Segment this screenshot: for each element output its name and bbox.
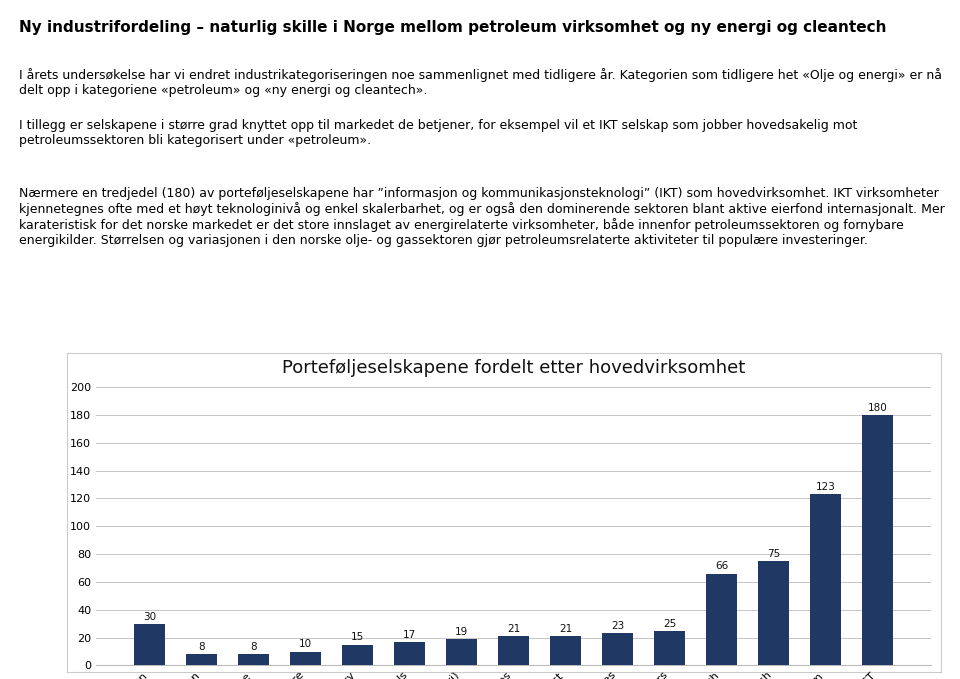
Text: 17: 17: [403, 629, 417, 640]
Text: 25: 25: [663, 619, 676, 629]
Bar: [862, 415, 893, 665]
Text: 21: 21: [507, 624, 520, 634]
Bar: [810, 494, 841, 665]
Text: 75: 75: [767, 549, 780, 559]
Bar: [602, 634, 634, 665]
Bar: [342, 644, 373, 665]
Text: I årets undersøkelse har vi endret industrikategoriseringen noe sammenlignet med: I årets undersøkelse har vi endret indus…: [19, 68, 942, 97]
Text: 21: 21: [559, 624, 572, 634]
Bar: [758, 561, 789, 665]
Text: 19: 19: [455, 627, 468, 637]
Bar: [498, 636, 529, 665]
Bar: [654, 631, 685, 665]
Bar: [290, 652, 322, 665]
Text: Ny industrifordeling – naturlig skille i Norge mellom petroleum virksomhet og ny: Ny industrifordeling – naturlig skille i…: [19, 20, 887, 35]
Text: Nærmere en tredjedel (180) av porteføljeselskapene har ”informasjon og kommunika: Nærmere en tredjedel (180) av portefølje…: [19, 187, 945, 247]
Text: 10: 10: [299, 640, 312, 649]
Bar: [238, 655, 269, 665]
Bar: [134, 623, 165, 665]
Text: 180: 180: [868, 403, 887, 413]
Text: 23: 23: [611, 621, 624, 631]
Bar: [706, 574, 737, 665]
Text: 66: 66: [715, 562, 729, 572]
Text: I tillegg er selskapene i større grad knyttet opp til markedet de betjener, for : I tillegg er selskapene i større grad kn…: [19, 119, 857, 147]
Bar: [446, 639, 477, 665]
Bar: [394, 642, 425, 665]
Title: Porteføljeselskapene fordelt etter hovedvirksomhet: Porteføljeselskapene fordelt etter hoved…: [282, 359, 745, 377]
Text: 8: 8: [251, 642, 257, 653]
Bar: [550, 636, 581, 665]
Text: 8: 8: [199, 642, 204, 653]
Text: 30: 30: [143, 612, 156, 621]
Text: 123: 123: [816, 482, 835, 492]
Bar: [186, 655, 217, 665]
Text: 15: 15: [351, 632, 364, 642]
